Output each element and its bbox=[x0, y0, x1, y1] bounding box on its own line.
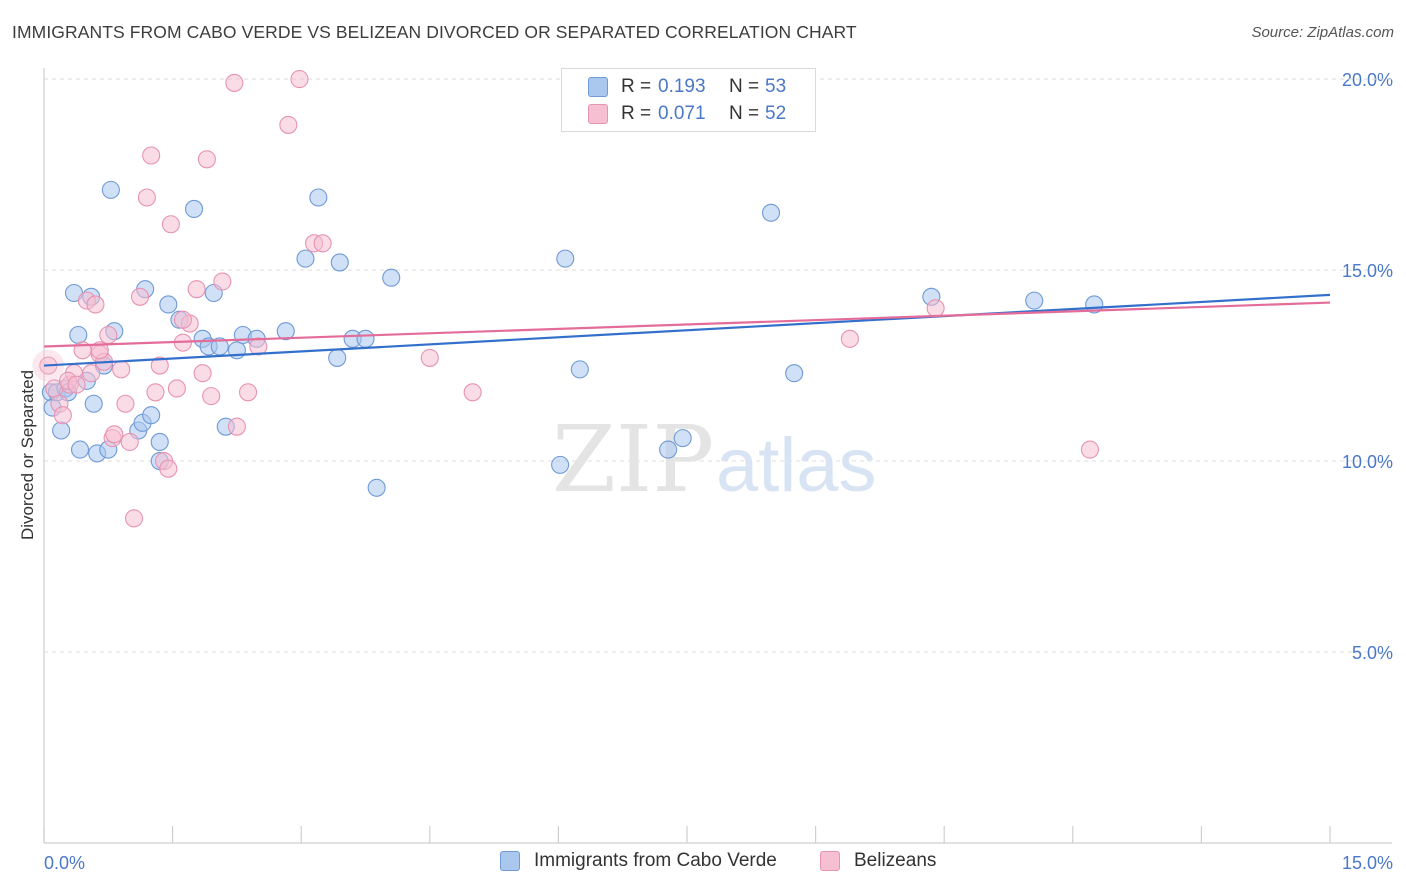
cabo-verde-point bbox=[101, 180, 120, 199]
belizean-point bbox=[53, 406, 72, 425]
belizean-point bbox=[463, 383, 482, 402]
n-value: 52 bbox=[765, 103, 787, 124]
cabo-verde-point bbox=[296, 249, 315, 268]
cabo-verde-point bbox=[84, 394, 103, 413]
r-value: 0.071 bbox=[658, 103, 706, 124]
r-label: R = bbox=[621, 76, 652, 97]
x-tick-label: 0.0% bbox=[44, 853, 85, 873]
belizean-point bbox=[213, 272, 232, 291]
y-tick-label: 5.0% bbox=[1352, 643, 1393, 663]
legend-swatch-pink bbox=[588, 104, 608, 124]
belizean-point bbox=[279, 115, 298, 134]
belizean-point bbox=[105, 425, 124, 444]
legend-item-cabo-verde: Immigrants from Cabo Verde bbox=[500, 850, 777, 872]
belizean-point bbox=[124, 509, 144, 528]
belizean-point bbox=[90, 341, 109, 360]
cabo-verde-point bbox=[1025, 291, 1044, 310]
belizean-point bbox=[67, 375, 86, 394]
belizean-point bbox=[1080, 440, 1099, 459]
cabo-verde-point bbox=[570, 360, 589, 379]
belizean-point bbox=[82, 364, 101, 383]
belizean-point bbox=[120, 432, 139, 452]
legend-item-belizeans: Belizeans bbox=[820, 850, 936, 872]
chart-title: IMMIGRANTS FROM CABO VERDE VS BELIZEAN D… bbox=[12, 22, 857, 42]
cabo-verde-point bbox=[70, 440, 90, 459]
belizean-point bbox=[130, 287, 150, 306]
r-value: 0.193 bbox=[658, 76, 706, 97]
belizean-point bbox=[193, 364, 212, 383]
belizean-point bbox=[926, 299, 945, 318]
cabo-verde-point bbox=[785, 364, 804, 383]
belizean-point bbox=[167, 379, 186, 398]
legend-label: Immigrants from Cabo Verde bbox=[534, 850, 777, 871]
source-label: Source: ZipAtlas.com bbox=[1251, 24, 1394, 41]
belizean-point bbox=[86, 295, 105, 314]
belizean-point bbox=[249, 337, 268, 356]
belizean-point bbox=[116, 394, 135, 413]
belizean-point bbox=[227, 417, 246, 436]
cabo-verde-trend-line bbox=[43, 293, 1331, 367]
belizean-point bbox=[112, 360, 131, 379]
belizean-point bbox=[146, 383, 165, 402]
cabo-verde-point bbox=[330, 253, 349, 272]
belizean-point bbox=[202, 387, 221, 406]
cabo-verde-point bbox=[159, 295, 178, 314]
belizean-point bbox=[225, 73, 244, 92]
belizean-point bbox=[187, 280, 206, 299]
y-tick-label: 15.0% bbox=[1342, 261, 1393, 281]
belizean-point bbox=[99, 325, 118, 345]
stats-legend: R = 0.193 N = 53 R = 0.071 N = 52 bbox=[561, 68, 816, 132]
legend-label: Belizeans bbox=[854, 850, 937, 871]
belizean-point bbox=[290, 70, 309, 89]
cabo-verde-point bbox=[382, 268, 401, 287]
cabo-verde-point bbox=[328, 348, 347, 367]
cabo-verde-point bbox=[150, 432, 169, 452]
n-label: N = bbox=[729, 76, 760, 97]
belizean-point bbox=[173, 310, 192, 329]
belizean-point bbox=[142, 146, 161, 165]
belizean-point bbox=[420, 348, 439, 367]
cabo-verde-point bbox=[184, 199, 204, 219]
cabo-verde-point bbox=[52, 421, 71, 440]
watermark-atlas: atlas bbox=[716, 423, 877, 508]
cabo-verde-point bbox=[356, 329, 375, 348]
watermark-zip: ZIP bbox=[552, 406, 714, 513]
legend-swatch-blue bbox=[500, 851, 520, 871]
cabo-verde-point bbox=[309, 188, 328, 207]
cabo-verde-point bbox=[276, 322, 295, 341]
x-tick-label: 15.0% bbox=[1342, 853, 1393, 873]
cabo-verde-point bbox=[761, 203, 781, 222]
cabo-verde-point bbox=[69, 325, 88, 345]
n-label: N = bbox=[729, 103, 760, 124]
cabo-verde-point bbox=[673, 429, 692, 448]
cabo-verde-point bbox=[142, 406, 161, 425]
cabo-verde-point bbox=[551, 455, 570, 474]
y-tick-label: 10.0% bbox=[1342, 452, 1393, 472]
r-label: R = bbox=[621, 103, 652, 124]
belizean-point bbox=[313, 234, 332, 253]
y-tick-label: 20.0% bbox=[1342, 70, 1393, 90]
belizean-point bbox=[137, 188, 156, 207]
legend-swatch-pink bbox=[820, 851, 840, 871]
belizean-point bbox=[840, 329, 859, 348]
cabo-verde-point bbox=[556, 249, 575, 268]
n-value: 53 bbox=[765, 76, 787, 97]
belizean-point bbox=[197, 150, 216, 169]
cabo-verde-point bbox=[367, 478, 386, 497]
legend-swatch-blue bbox=[588, 77, 608, 97]
belizean-trend-line bbox=[43, 301, 1331, 348]
belizean-point bbox=[238, 383, 258, 402]
belizean-point bbox=[161, 215, 180, 234]
cabo-verde-point bbox=[659, 440, 678, 459]
belizean-point bbox=[150, 356, 169, 375]
belizean-point bbox=[159, 459, 178, 478]
